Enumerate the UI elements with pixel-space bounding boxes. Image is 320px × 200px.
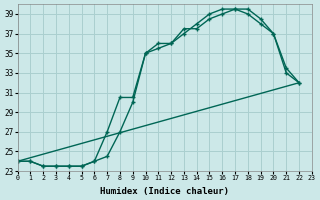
X-axis label: Humidex (Indice chaleur): Humidex (Indice chaleur)	[100, 187, 229, 196]
